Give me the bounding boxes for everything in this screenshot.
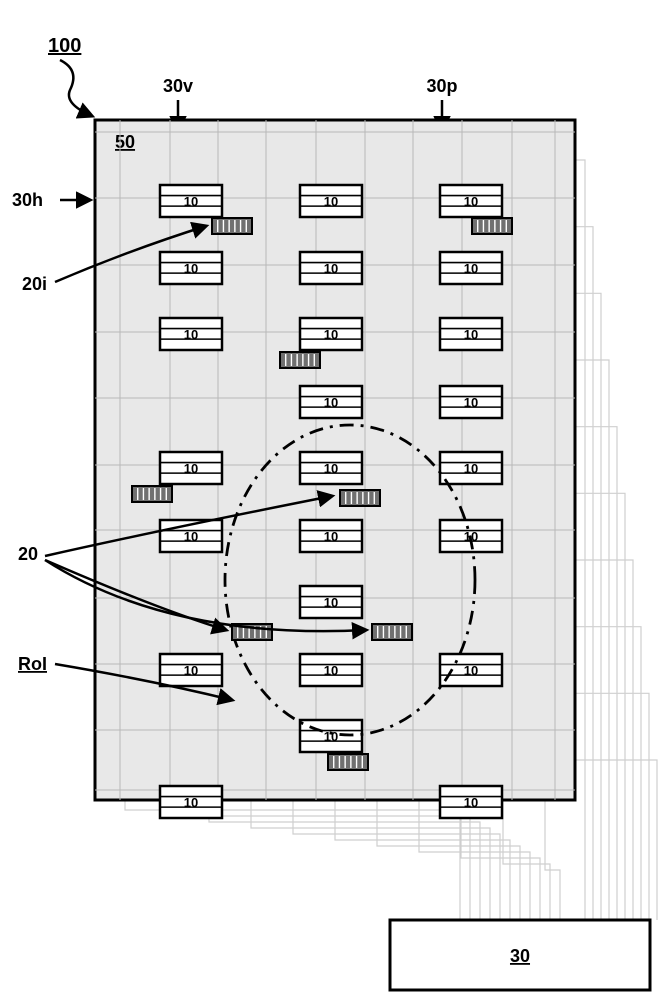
shelf-label: 10 xyxy=(324,461,338,476)
tag xyxy=(340,490,380,506)
shelf-unit: 10 xyxy=(440,386,502,418)
shelf-label: 10 xyxy=(464,795,478,810)
shelf-unit: 10 xyxy=(160,654,222,686)
title-squiggle xyxy=(60,60,92,116)
label-30v: 30v xyxy=(163,76,193,96)
shelf-label: 10 xyxy=(324,663,338,678)
panel-label: 50 xyxy=(115,132,135,152)
shelf-label: 10 xyxy=(184,795,198,810)
tag xyxy=(328,754,368,770)
shelf-unit: 10 xyxy=(300,654,362,686)
shelf-unit: 10 xyxy=(300,185,362,217)
shelf-unit: 10 xyxy=(440,654,502,686)
shelf-unit: 10 xyxy=(160,318,222,350)
label-30h: 30h xyxy=(12,190,43,210)
label-30p: 30p xyxy=(426,76,457,96)
shelf-label: 10 xyxy=(324,729,338,744)
shelf-unit: 10 xyxy=(300,586,362,618)
tag xyxy=(372,624,412,640)
shelf-label: 10 xyxy=(184,529,198,544)
shelf-label: 10 xyxy=(324,194,338,209)
shelf-label: 10 xyxy=(184,261,198,276)
shelf-label: 10 xyxy=(464,327,478,342)
shelf-label: 10 xyxy=(464,461,478,476)
shelf-unit: 10 xyxy=(440,185,502,217)
shelf-unit: 10 xyxy=(300,252,362,284)
shelf-label: 10 xyxy=(464,663,478,678)
label-roi: RoI xyxy=(18,654,47,674)
shelf-label: 10 xyxy=(464,261,478,276)
shelf-label: 10 xyxy=(184,327,198,342)
tag xyxy=(280,352,320,368)
shelf-label: 10 xyxy=(324,595,338,610)
label-20i: 20i xyxy=(22,274,47,294)
shelf-label: 10 xyxy=(184,663,198,678)
diagram-root: 100 30v 30p 30h 50 10 10 10 10 10 10 10 10 10 10 10 10 10… xyxy=(0,0,669,1000)
shelf-label: 10 xyxy=(184,461,198,476)
label-20: 20 xyxy=(18,544,38,564)
shelf-unit: 10 xyxy=(160,452,222,484)
shelf-label: 10 xyxy=(324,261,338,276)
tag xyxy=(472,218,512,234)
shelf-unit: 10 xyxy=(300,452,362,484)
shelf-label: 10 xyxy=(324,395,338,410)
shelf-label: 10 xyxy=(324,327,338,342)
shelf-unit: 10 xyxy=(300,520,362,552)
controller-label: 30 xyxy=(510,946,530,966)
shelf-label: 10 xyxy=(464,395,478,410)
tag xyxy=(212,218,252,234)
shelf-unit: 10 xyxy=(160,185,222,217)
title-ref: 100 xyxy=(48,35,81,57)
shelf-unit: 10 xyxy=(300,318,362,350)
tag xyxy=(132,486,172,502)
shelf-unit: 10 xyxy=(440,786,502,818)
shelf-label: 10 xyxy=(464,194,478,209)
shelf-unit: 10 xyxy=(160,786,222,818)
shelf-unit: 10 xyxy=(440,252,502,284)
shelf-unit: 10 xyxy=(440,452,502,484)
shelf-unit: 10 xyxy=(300,386,362,418)
shelf-label: 10 xyxy=(324,529,338,544)
shelf-unit: 10 xyxy=(440,318,502,350)
shelf-unit: 10 xyxy=(160,252,222,284)
shelf-label: 10 xyxy=(184,194,198,209)
